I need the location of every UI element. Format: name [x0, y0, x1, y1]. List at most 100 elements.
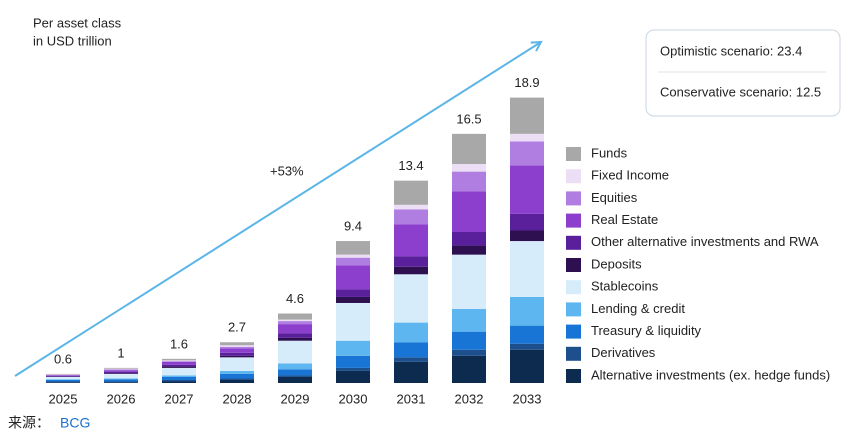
bar-segment [46, 376, 80, 380]
legend-swatch [566, 369, 581, 383]
bar-segment [220, 345, 254, 347]
legend-label: Alternative investments (ex. hedge funds… [591, 367, 830, 382]
bar-segment [220, 348, 254, 353]
x-tick-label: 2031 [397, 391, 426, 406]
bar-segment [336, 367, 370, 371]
legend-label: Derivatives [591, 345, 656, 360]
bar-segment [510, 241, 544, 297]
legend-label: Equities [591, 190, 638, 205]
bar-segment [104, 369, 138, 371]
bar-segment [510, 97, 544, 134]
bar-segment [220, 342, 254, 346]
bar-segment [162, 379, 196, 382]
scenario: Conservative scenario: 12.5 [660, 84, 821, 99]
bar-segment [220, 378, 254, 380]
bar-segment [336, 302, 370, 341]
total-label: 4.6 [286, 291, 304, 306]
bar-segment [394, 256, 428, 267]
legend-label: Other alternative investments and RWA [591, 234, 819, 249]
bar-segment [336, 265, 370, 290]
bar-segment [452, 232, 486, 246]
bar-segment [336, 257, 370, 266]
bar-segment [510, 325, 544, 344]
bar-segment [104, 373, 138, 379]
bar-segment [510, 343, 544, 350]
x-tick-label: 2030 [339, 391, 368, 406]
bar-segment [510, 296, 544, 326]
legend-swatch [566, 258, 581, 272]
total-label: 2.7 [228, 320, 246, 335]
annotation: +53% [270, 163, 304, 178]
scenario: Optimistic scenario: 23.4 [660, 43, 802, 58]
bar-segment [162, 367, 196, 376]
x-tick-label: 2033 [513, 391, 542, 406]
bar-segment [336, 289, 370, 297]
bar-segment [162, 375, 196, 377]
bar-segment [162, 358, 196, 361]
legend-swatch [566, 235, 581, 250]
legend-label: Lending & credit [591, 301, 685, 316]
total-label: 0.6 [54, 351, 72, 366]
bar-segment [220, 373, 254, 379]
total-label: 16.5 [456, 111, 481, 126]
bar-segment [452, 254, 486, 310]
bar-segment [394, 224, 428, 257]
x-tick-label: 2028 [223, 391, 252, 406]
bar-segment [336, 355, 370, 368]
bar-segment [104, 367, 138, 369]
legend-swatch [566, 324, 581, 339]
bar-segment [278, 319, 312, 322]
x-tick-label: 2026 [107, 391, 136, 406]
bar-segment [452, 171, 486, 192]
bar-segment [104, 379, 138, 382]
bar-segment [220, 352, 254, 356]
legend-swatch [566, 346, 581, 361]
bar-segment [336, 241, 370, 255]
bar-segment [510, 141, 544, 166]
bar-segment [278, 369, 312, 376]
legend-swatch [566, 147, 581, 161]
bar-segment [394, 322, 428, 343]
bar-segment [394, 204, 428, 210]
bar-segment [278, 333, 312, 338]
bar-segment [510, 213, 544, 231]
bar-segment [394, 274, 428, 323]
bar-segment [278, 376, 312, 383]
bar-segment [452, 349, 486, 356]
scenario-box [645, 29, 841, 117]
bar-segment [46, 382, 80, 383]
bar-segment [46, 379, 80, 380]
bar-segment [46, 375, 80, 376]
source: BCG [60, 415, 90, 431]
bar-segment [104, 378, 138, 380]
x-tick-label: 2025 [49, 391, 78, 406]
bar-segment [510, 165, 544, 214]
bar-segment [278, 363, 312, 370]
bar-segment [104, 371, 138, 374]
bar-segment [394, 180, 428, 205]
total-label: 1.6 [170, 336, 188, 351]
bar-segment [394, 361, 428, 383]
bar-segment [104, 381, 138, 383]
bar-segment [452, 331, 486, 350]
legend-label: Treasury & liquidity [591, 323, 702, 338]
legend-swatch [566, 302, 581, 317]
bar-segment [394, 209, 428, 225]
bar-segment [104, 370, 138, 372]
bar-segment [162, 361, 196, 362]
bar-segment [220, 355, 254, 358]
bar-segment [452, 309, 486, 332]
bar-segment [394, 266, 428, 275]
bar-segment [278, 337, 312, 341]
bar-segment [452, 191, 486, 232]
legend-swatch [566, 191, 581, 206]
bar-segment [510, 133, 544, 142]
bar-segment [510, 349, 544, 383]
legend-label: Stablecoins [591, 279, 659, 294]
bar-segment [452, 164, 486, 172]
bar-segment [510, 230, 544, 242]
legend-label: Fixed Income [591, 168, 669, 183]
bar-segment [46, 375, 80, 377]
legend-label: Real Estate [591, 212, 658, 227]
